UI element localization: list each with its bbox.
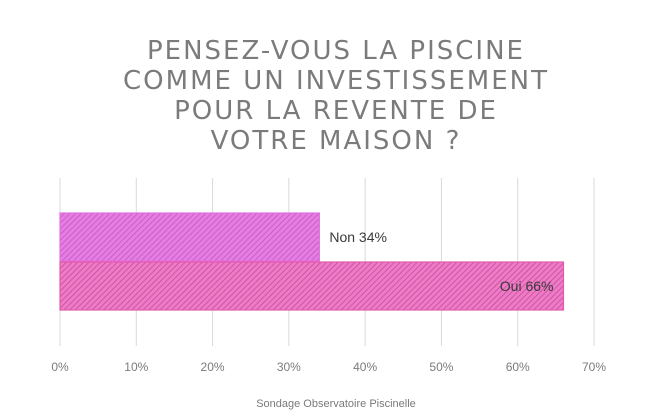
bars xyxy=(59,212,565,311)
data-labels: Non 34% Oui 66% xyxy=(329,229,553,294)
bar-non xyxy=(59,212,320,262)
x-tick-label-1: 10% xyxy=(124,360,148,374)
x-tick-label-7: 70% xyxy=(582,360,606,374)
chart-title-line-4: VOTRE MAISON ? xyxy=(210,126,462,156)
x-tick-label-3: 30% xyxy=(277,360,301,374)
x-tick-label-5: 50% xyxy=(429,360,453,374)
x-tick-label-0: 0% xyxy=(51,360,69,374)
chart-title-line-2: COMME UN INVESTISSEMENT xyxy=(123,66,549,96)
data-label-oui: Oui 66% xyxy=(500,278,554,294)
x-axis-ticks: 0% 10% 20% 30% 40% 50% 60% 70% xyxy=(51,360,606,374)
chart-title-line-1: PENSEZ-VOUS LA PISCINE xyxy=(147,36,525,66)
source-caption: Sondage Observatoire Piscinelle xyxy=(256,398,416,410)
x-tick-label-6: 60% xyxy=(506,360,530,374)
bar-oui xyxy=(59,261,565,311)
x-tick-label-4: 40% xyxy=(353,360,377,374)
x-tick-label-2: 20% xyxy=(201,360,225,374)
data-label-non: Non 34% xyxy=(329,229,387,245)
chart-title-line-3: POUR LA REVENTE DE xyxy=(174,96,498,126)
